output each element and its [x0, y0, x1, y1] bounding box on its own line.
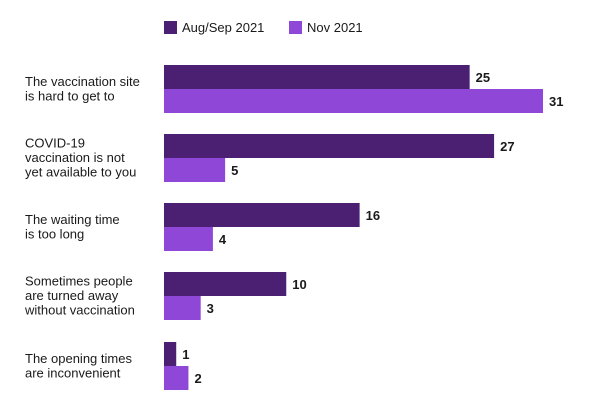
bar-nov-2021	[164, 158, 226, 182]
bar-aug-sep-2021	[164, 134, 495, 158]
category-label-line: are turned away	[25, 288, 119, 303]
data-label: 4	[219, 232, 227, 247]
category-label: Sometimes people are turned away without v…	[24, 274, 135, 318]
legend: Aug/Sep 2021 Nov 2021	[164, 20, 363, 35]
category-label: The waiting time is too long	[25, 212, 120, 242]
bar-aug-sep-2021	[164, 203, 360, 227]
category-label-line: is too long	[25, 226, 84, 241]
data-label: 2	[194, 371, 201, 386]
category-label: The vaccination site is hard to get to	[25, 74, 140, 104]
data-label: 31	[549, 94, 563, 109]
legend-swatch-nov-2021	[289, 21, 302, 34]
bar-aug-sep-2021	[164, 272, 287, 296]
data-label: 3	[207, 301, 214, 316]
bar-nov-2021	[164, 366, 189, 390]
bar-aug-sep-2021	[164, 342, 177, 366]
data-label: 16	[366, 208, 380, 223]
category-label-line: The waiting time	[25, 212, 120, 227]
category-label-line: without vaccination	[24, 303, 135, 318]
bar-nov-2021	[164, 227, 213, 251]
legend-swatch-aug-sep-2021	[164, 21, 177, 34]
bar-aug-sep-2021	[164, 65, 470, 89]
data-label: 25	[476, 70, 490, 85]
category-label: COVID-19 vaccination is not yet available …	[25, 136, 136, 180]
plot-area: The vaccination site is hard to get to253…	[24, 65, 563, 390]
legend-label-nov-2021: Nov 2021	[307, 20, 363, 35]
bar-nov-2021	[164, 296, 201, 320]
data-label: 10	[292, 277, 306, 292]
category-label-line: The opening times	[25, 351, 132, 366]
data-label: 5	[231, 163, 238, 178]
category-label-line: are inconvenient	[25, 365, 121, 380]
data-label: 1	[182, 347, 189, 362]
category-label-line: COVID-19	[25, 136, 85, 151]
category-label-line: yet available to you	[25, 165, 136, 180]
bar-nov-2021	[164, 89, 543, 113]
category-label: The opening times are inconvenient	[25, 351, 132, 381]
category-label-line: is hard to get to	[25, 88, 115, 103]
category-label-line: vaccination is not	[25, 150, 125, 165]
data-label: 27	[500, 139, 514, 154]
legend-label-aug-sep-2021: Aug/Sep 2021	[182, 20, 264, 35]
category-label-line: The vaccination site	[25, 74, 140, 89]
category-label-line: Sometimes people	[25, 274, 133, 289]
